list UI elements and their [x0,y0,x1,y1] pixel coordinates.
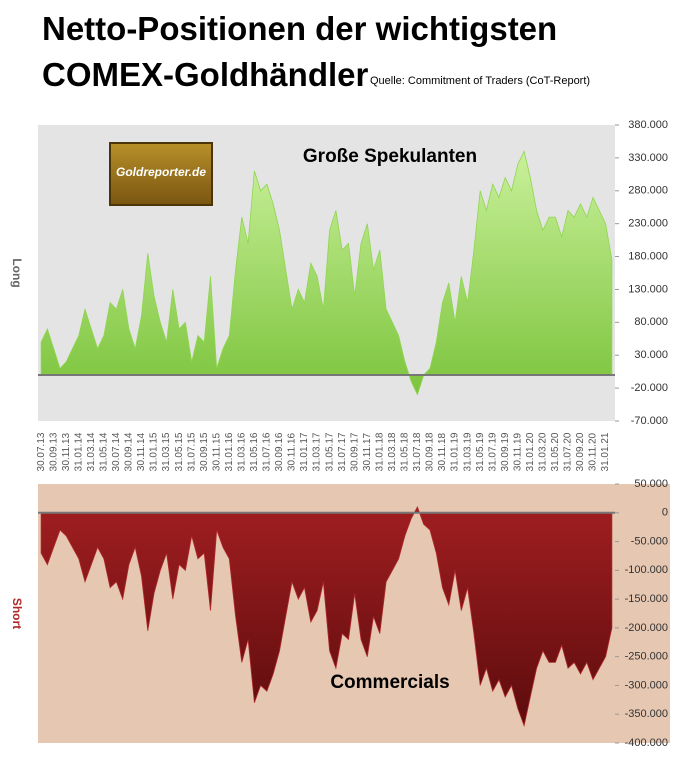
y-tick-label: -100.000 [625,564,668,576]
x-tick-label: 31.07.20 [563,432,574,471]
y-tick-label: 80.000 [634,316,668,328]
x-tick-label: 30.09.15 [199,432,210,471]
x-tick-label: 31.07.19 [487,432,498,471]
y-tick-label: -20.000 [631,382,668,394]
x-tick-label: 31.07.17 [337,432,348,471]
x-tick-label: 31.01.18 [374,432,385,471]
x-tick-label: 30.11.19 [512,432,523,471]
y-tick-label: 230.000 [628,218,668,230]
y-tick-label: -50.000 [631,535,668,547]
x-tick-label: 30.11.18 [437,432,448,471]
x-tick-label: 31.03.18 [387,432,398,471]
x-tick-label: 30.09.17 [349,432,360,471]
x-tick-label: 31.03.14 [86,432,97,471]
x-tick-label: 30.11.14 [136,432,147,471]
x-tick-label: 31.05.15 [174,432,185,471]
area [40,506,613,728]
y-axis-label: Long [10,258,24,287]
y-tick-label: 330.000 [628,152,668,164]
area [40,150,613,396]
x-tick-label: 31.07.16 [262,432,273,471]
x-tick-label: 31.05.17 [324,432,335,471]
x-tick-label: 31.01.17 [299,432,310,471]
x-tick-label: 31.03.20 [538,432,549,471]
x-tick-label: 31.01.14 [73,432,84,471]
x-tick-label: 31.01.19 [450,432,461,471]
x-tick-label: 30.11.20 [588,432,599,471]
x-tick-label: 31.03.17 [312,432,323,471]
x-tick-label: 30.09.14 [124,432,135,471]
plots: -70.000 -20.000 30.000 80.000 130.000 180.000… [10,119,670,749]
y-tick-label: -70.000 [631,415,668,427]
x-tick-label: 30.07.14 [111,432,122,471]
x-tick-label: 31.03.15 [161,432,172,471]
x-tick-label: 30.09.18 [425,432,436,471]
logo: Goldreporter.de [116,165,206,179]
x-tick-label: 31.03.19 [462,432,473,471]
x-tick-label: 31.01.16 [224,432,235,471]
y-tick-label: 0 [662,507,668,519]
annotation: Große Spekulanten [303,146,477,167]
y-tick-label: -150.000 [625,593,668,605]
y-tick-label: -400.000 [625,737,668,749]
x-tick-label: 31.03.16 [236,432,247,471]
y-tick-label: -200.000 [625,622,668,634]
x-tick-label: 30.11.13 [61,432,72,471]
x-tick-label: 31.01.20 [525,432,536,471]
source: Quelle: Commitment of Traders (CoT-Repor… [370,75,590,87]
x-tick-label: 31.05.19 [475,432,486,471]
y-tick-label: -300.000 [625,679,668,691]
x-tick-label: 31.07.15 [186,432,197,471]
x-tick-label: 31.05.18 [400,432,411,471]
y-tick-label: 130.000 [628,283,668,295]
x-tick-label: 30.09.13 [48,432,59,471]
y-tick-label: 30.000 [634,349,668,361]
x-tick-label: 31.05.14 [98,432,109,471]
y-tick-label: -250.000 [625,651,668,663]
x-tick-label: 30.07.13 [36,432,47,471]
y-tick-label: 50.000 [634,478,668,490]
x-tick-label: 30.09.19 [500,432,511,471]
x-tick-label: 31.07.18 [412,432,423,471]
x-tick-label: 30.11.17 [362,432,373,471]
x-tick-label: 31.01.21 [600,432,611,471]
x-tick-label: 30.09.16 [274,432,285,471]
x-tick-label: 30.11.15 [211,432,222,471]
x-tick-label: 31.05.16 [249,432,260,471]
y-axis-label: Short [10,598,24,629]
x-tick-label: 30.11.16 [287,432,298,471]
title: Netto-Positionen der wichtigsten [42,10,557,47]
y-tick-label: -350.000 [625,708,668,720]
y-tick-label: 380.000 [628,119,668,131]
logo-box [109,142,213,206]
y-tick-label: 180.000 [628,250,668,262]
x-tick-label: 30.09.20 [575,432,586,471]
x-tick-label: 31.05.20 [550,432,561,471]
annotation: Commercials [330,672,449,693]
title: COMEX-Goldhändler [42,56,369,93]
x-tick-label: 31.01.15 [149,432,160,471]
y-tick-label: 280.000 [628,185,668,197]
